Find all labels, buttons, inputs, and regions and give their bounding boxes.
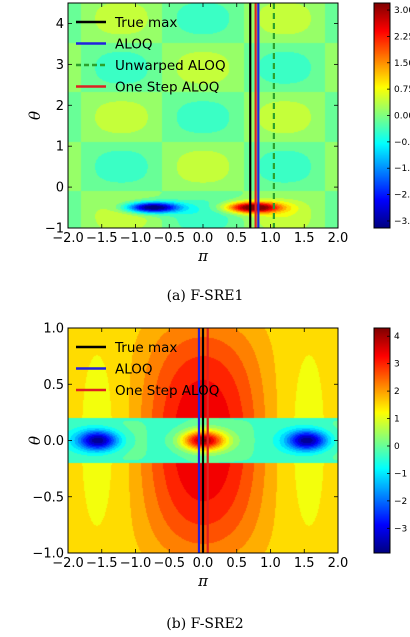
- figure-caption: (a) F-SRE1: [167, 288, 244, 304]
- x-tick-label: 0.5: [226, 231, 247, 246]
- colorbar-tick-label: 0: [394, 442, 400, 452]
- colorbar-tick-label: −1: [394, 469, 407, 479]
- colorbar-tick-label: 3: [394, 360, 400, 370]
- x-tick-label: 0.5: [226, 556, 247, 571]
- colorbar-tick-label: −3.00: [394, 217, 410, 227]
- colorbar-tick-label: 0.75: [394, 85, 410, 95]
- x-tick-label: −1.5: [86, 231, 118, 246]
- legend-entry: ALOQ: [115, 37, 153, 53]
- legend-entry: One Step ALOQ: [115, 80, 219, 96]
- x-tick-label: 2.0: [328, 231, 349, 246]
- colorbar-tick-label: 4: [394, 332, 400, 342]
- legend-entry: One Step ALOQ: [115, 383, 219, 399]
- y-tick-label: 0.5: [43, 378, 64, 393]
- y-axis-label: θ: [26, 436, 44, 445]
- x-tick-label: 2.0: [328, 556, 349, 571]
- y-tick-label: 3: [56, 58, 64, 73]
- y-tick-label: 4: [56, 17, 64, 32]
- colorbar-tick-label: 2: [394, 387, 400, 397]
- y-tick-label: −1: [45, 222, 64, 237]
- y-tick-label: 2: [56, 99, 64, 114]
- x-tick-label: 0.0: [193, 231, 214, 246]
- x-tick-label: −0.5: [153, 556, 185, 571]
- x-tick-label: −0.5: [153, 231, 185, 246]
- chart-f-sre1: −2.0 −1.5 −1.0 −0.5 0.0 0.5 1.0 1.5 2.0−101234πθ…: [26, 3, 410, 304]
- y-axis-label: θ: [26, 111, 44, 120]
- colorbar-tick-label: 1: [394, 415, 400, 425]
- x-tick-label: 1.5: [294, 231, 315, 246]
- legend-entry: True max: [114, 15, 177, 31]
- y-tick-label: 1: [56, 140, 64, 155]
- colorbar-tick-label: −2: [394, 497, 407, 507]
- colorbar-tick-label: 2.25: [394, 32, 410, 42]
- x-tick-label: 1.0: [260, 556, 281, 571]
- x-tick-label: −1.5: [86, 556, 118, 571]
- figure-caption: (b) F-SRE2: [166, 616, 243, 632]
- x-axis-label: π: [197, 247, 209, 265]
- y-tick-label: 0: [56, 181, 64, 196]
- colorbar-tick-label: 3.00: [394, 6, 410, 16]
- legend-entry: ALOQ: [115, 362, 153, 378]
- y-tick-label: 0.0: [43, 434, 64, 449]
- colorbar-tick-label: 0.00: [394, 112, 410, 122]
- x-axis-label: π: [197, 572, 209, 590]
- colorbar-tick-label: −3: [394, 524, 407, 534]
- x-tick-label: 0.0: [193, 556, 214, 571]
- y-tick-label: −0.5: [32, 490, 64, 505]
- x-tick-label: 1.5: [294, 556, 315, 571]
- heatmap-surface: [68, 3, 338, 228]
- colorbar-tick-label: 1.50: [394, 59, 410, 69]
- x-tick-label: −1.0: [120, 231, 152, 246]
- x-tick-label: 1.0: [260, 231, 281, 246]
- chart-f-sre2: −2.0 −1.5 −1.0 −0.5 0.0 0.5 1.0 1.5 2.01.00.50.0…: [26, 322, 407, 633]
- y-tick-label: 1.0: [43, 322, 64, 337]
- colorbar-gradient: [374, 328, 390, 553]
- colorbar-tick-label: −1.50: [394, 164, 410, 174]
- colorbar-tick-label: −2.25: [394, 191, 410, 201]
- legend-entry: True max: [114, 340, 177, 356]
- legend-entry: Unwarped ALOQ: [115, 58, 226, 74]
- x-tick-label: −1.0: [120, 556, 152, 571]
- y-tick-label: −1.0: [32, 547, 64, 562]
- colorbar-tick-label: −0.75: [394, 138, 410, 148]
